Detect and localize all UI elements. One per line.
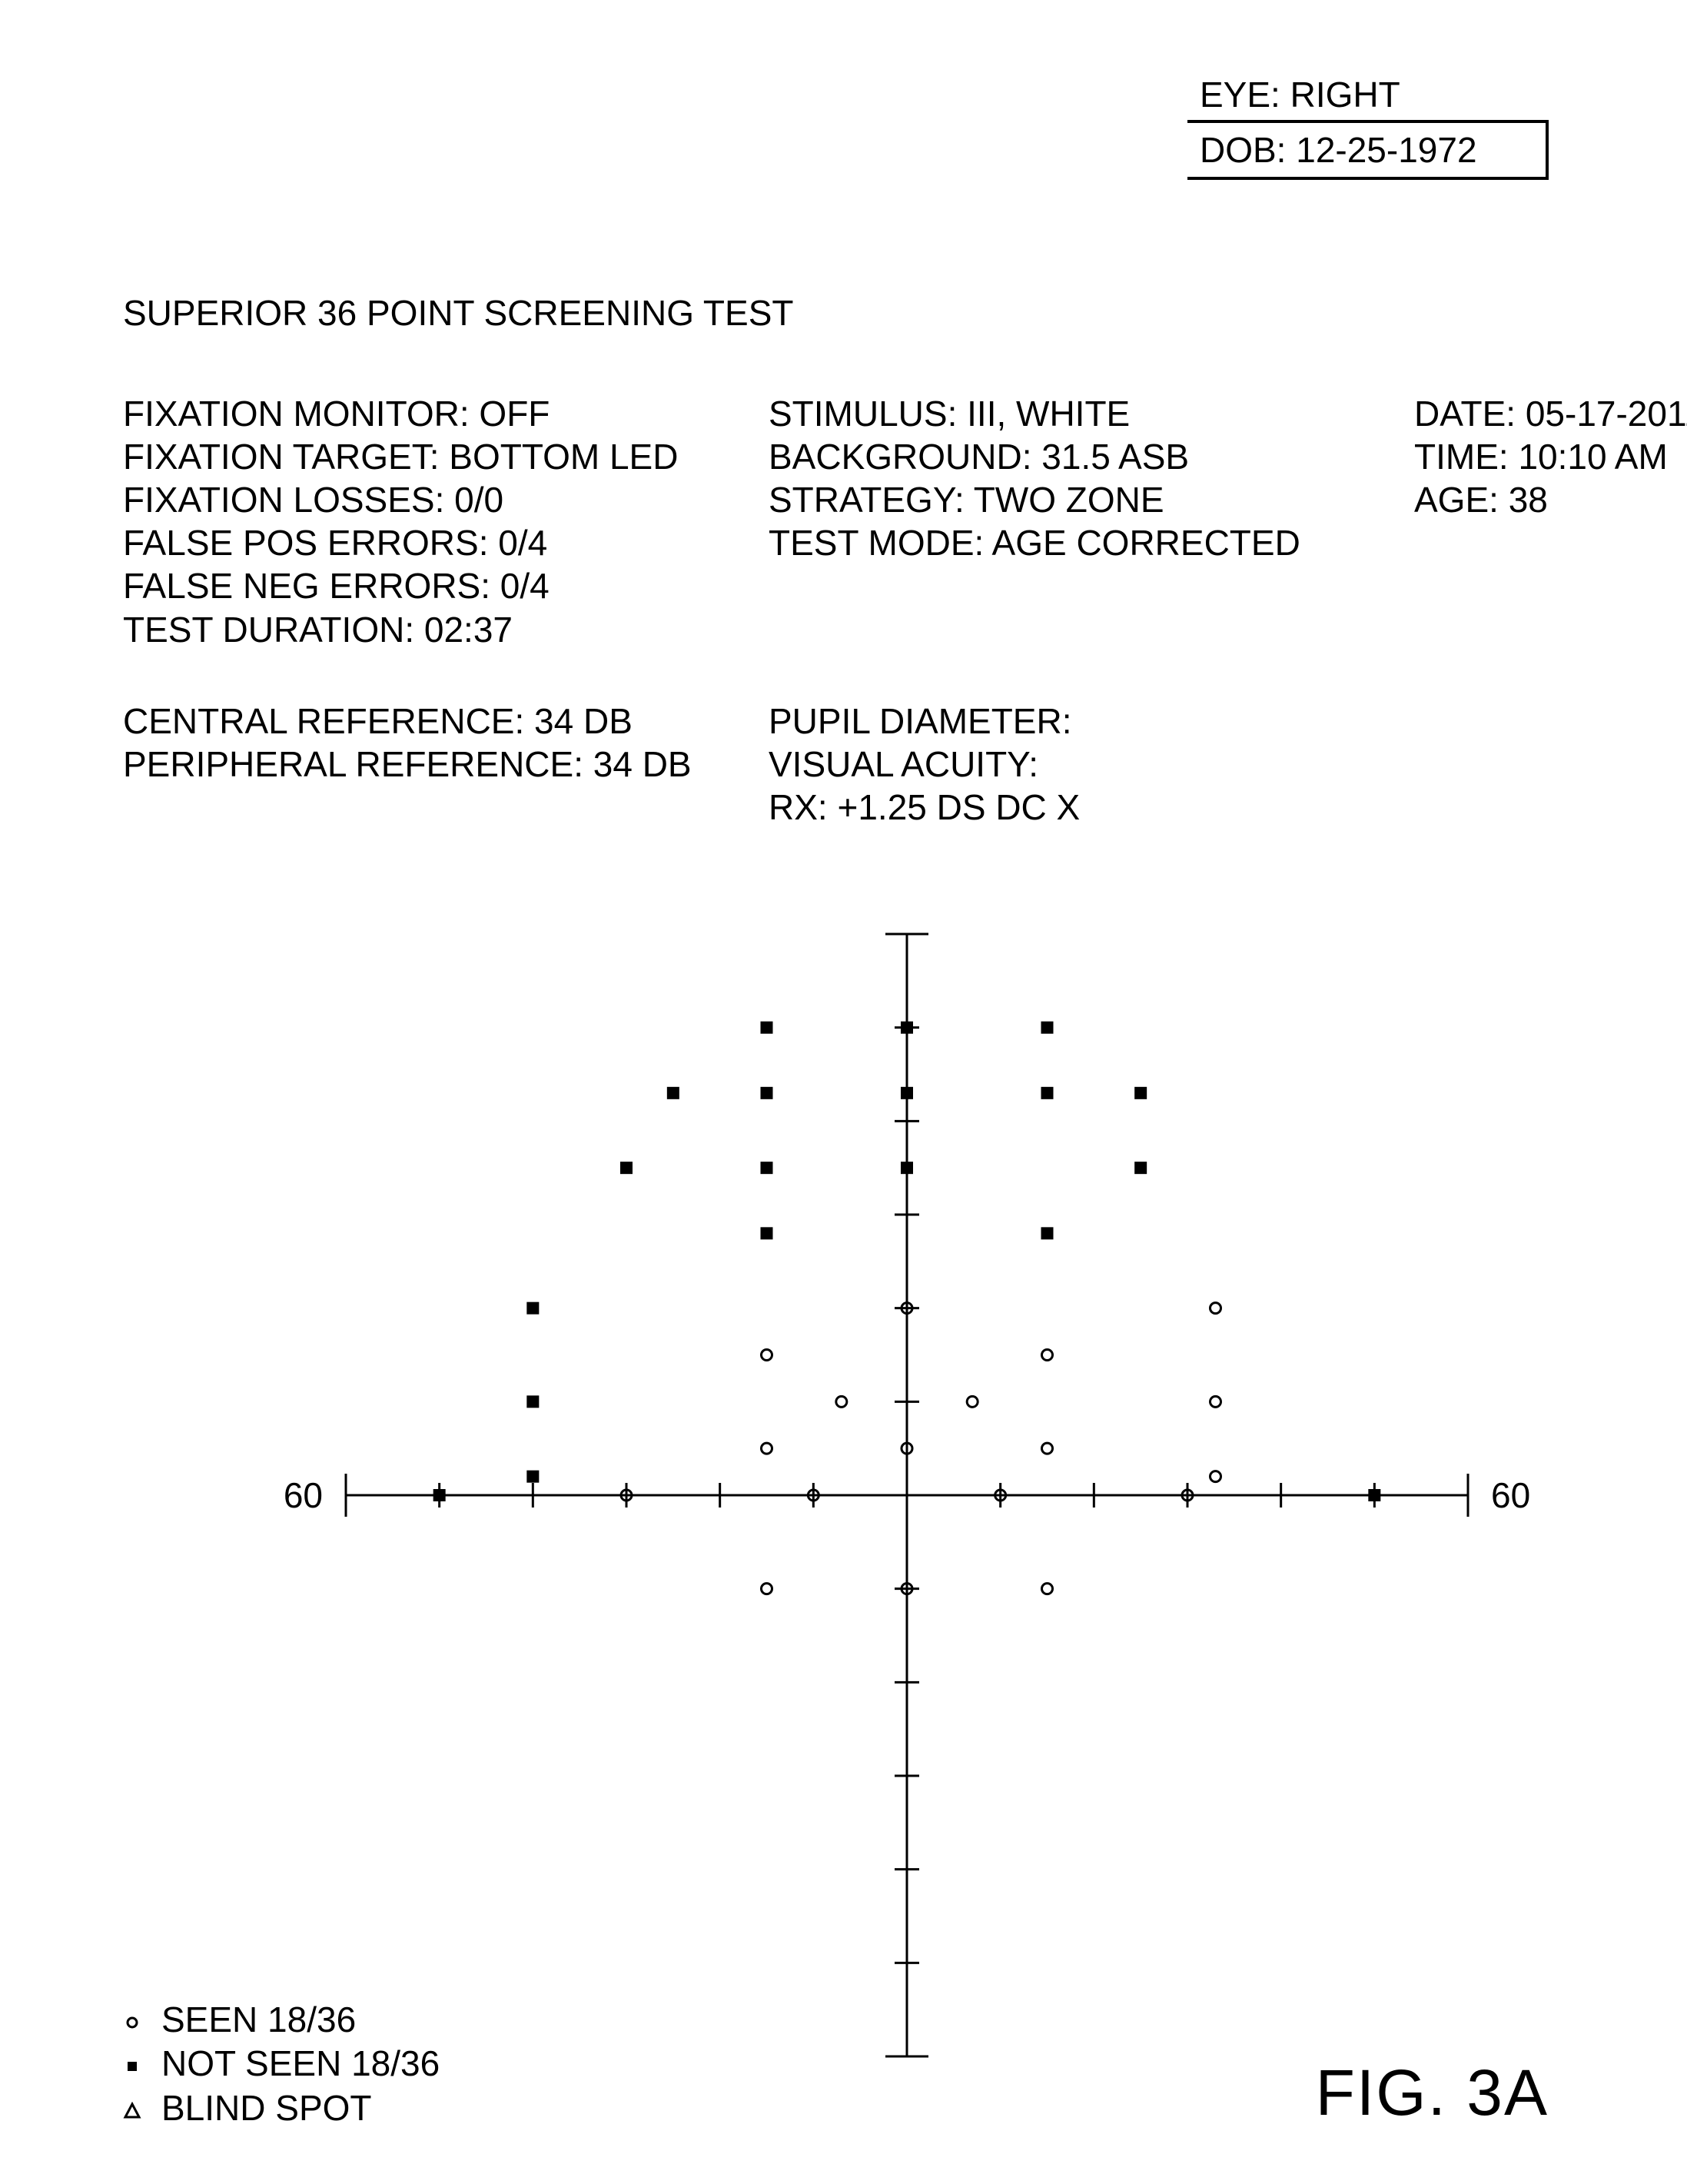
meta-line: TIME: 10:10 AM bbox=[1414, 435, 1687, 478]
meta-line: PUPIL DIAMETER: bbox=[769, 700, 1080, 743]
legend-notseen-label: NOT SEEN 18/36 bbox=[161, 2042, 440, 2086]
meta-line: FIXATION TARGET: BOTTOM LED bbox=[123, 435, 678, 478]
meta-line: TEST MODE: AGE CORRECTED bbox=[769, 521, 1300, 564]
seen-marker-icon bbox=[123, 1998, 161, 2043]
figure-label: FIG. 3A bbox=[1316, 2056, 1549, 2130]
dob-label: DOB: 12-25-1972 bbox=[1187, 123, 1549, 180]
legend: SEEN 18/36 NOT SEEN 18/36 BLIND SPOT bbox=[123, 1998, 440, 2131]
legend-notseen: NOT SEEN 18/36 bbox=[123, 2042, 440, 2086]
test-title: SUPERIOR 36 POINT SCREENING TEST bbox=[123, 292, 794, 334]
meta-line: PERIPHERAL REFERENCE: 34 DB bbox=[123, 743, 692, 786]
meta-line: AGE: 38 bbox=[1414, 478, 1687, 521]
legend-blindspot: BLIND SPOT bbox=[123, 2086, 440, 2131]
meta-line: CENTRAL REFERENCE: 34 DB bbox=[123, 700, 692, 743]
svg-text:60: 60 bbox=[284, 1475, 323, 1515]
notseen-marker-icon bbox=[123, 2042, 161, 2086]
visual-field-chart: 60 60 bbox=[215, 1038, 1599, 1999]
meta-line: RX: +1.25 DS DC X bbox=[769, 786, 1080, 829]
meta-line: TEST DURATION: 02:37 bbox=[123, 608, 678, 651]
reference-column-2: PUPIL DIAMETER: VISUAL ACUITY: RX: +1.25… bbox=[769, 700, 1080, 829]
meta-line: FALSE POS ERRORS: 0/4 bbox=[123, 521, 678, 564]
meta-line: BACKGROUND: 31.5 ASB bbox=[769, 435, 1300, 478]
reference-column-1: CENTRAL REFERENCE: 34 DB PERIPHERAL REFE… bbox=[123, 700, 692, 786]
patient-header: EYE: RIGHT DOB: 12-25-1972 bbox=[1187, 69, 1549, 180]
meta-line: STIMULUS: III, WHITE bbox=[769, 392, 1300, 435]
meta-column-1: FIXATION MONITOR: OFF FIXATION TARGET: B… bbox=[123, 392, 678, 651]
meta-line: DATE: 05-17-2011 bbox=[1414, 392, 1687, 435]
legend-blindspot-label: BLIND SPOT bbox=[161, 2086, 372, 2131]
visual-field-svg: 60 60 bbox=[215, 1038, 1599, 1999]
blindspot-marker-icon bbox=[123, 2086, 161, 2131]
eye-label: EYE: RIGHT bbox=[1187, 69, 1549, 123]
legend-seen: SEEN 18/36 bbox=[123, 1998, 440, 2043]
meta-line: VISUAL ACUITY: bbox=[769, 743, 1080, 786]
svg-text:60: 60 bbox=[1491, 1475, 1530, 1515]
meta-column-3: DATE: 05-17-2011 TIME: 10:10 AM AGE: 38 bbox=[1414, 392, 1687, 521]
meta-line: FIXATION LOSSES: 0/0 bbox=[123, 478, 678, 521]
meta-column-2: STIMULUS: III, WHITE BACKGROUND: 31.5 AS… bbox=[769, 392, 1300, 564]
meta-line: FALSE NEG ERRORS: 0/4 bbox=[123, 564, 678, 607]
legend-seen-label: SEEN 18/36 bbox=[161, 1998, 356, 2043]
meta-line: FIXATION MONITOR: OFF bbox=[123, 392, 678, 435]
meta-line: STRATEGY: TWO ZONE bbox=[769, 478, 1300, 521]
